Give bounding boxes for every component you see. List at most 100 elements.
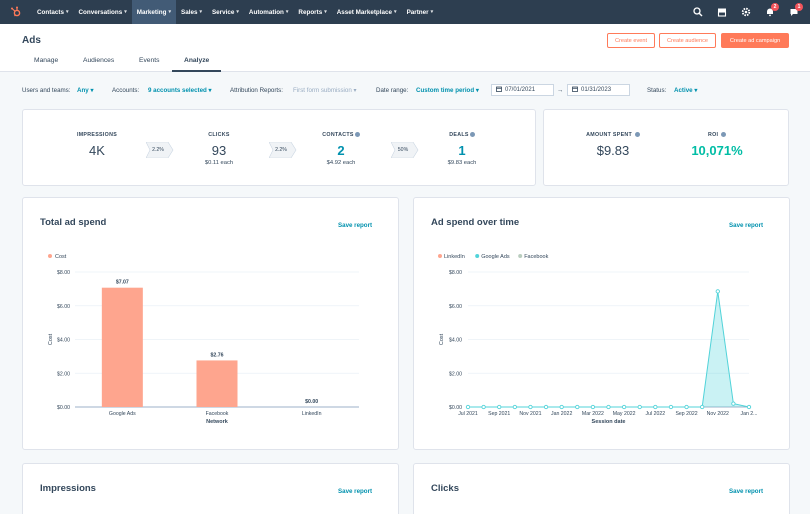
nav-automation[interactable]: Automation ▾ (244, 0, 294, 24)
x-tick-label: Sep 2021 (488, 411, 510, 417)
nav-conversations[interactable]: Conversations ▾ (73, 0, 131, 24)
arrow-right-icon: → (557, 87, 564, 94)
tab-analyze[interactable]: Analyze (184, 57, 210, 64)
nav-contacts[interactable]: Contacts ▾ (32, 0, 73, 24)
calendar-icon (496, 86, 502, 94)
save-report-link[interactable]: Save report (729, 488, 764, 495)
info-icon[interactable] (354, 132, 360, 138)
nav-asset-marketplace[interactable]: Asset Marketplace ▾ (332, 0, 402, 24)
y-tick-label: $8.00 (57, 270, 70, 276)
tab-manage[interactable]: Manage (34, 57, 59, 64)
impressions-label: IMPRESSIONS (76, 132, 118, 138)
amount-spent-label: AMOUNT SPENT (572, 132, 654, 138)
y-axis-title: Cost (439, 333, 445, 345)
clicks-label: CLICKS (208, 132, 230, 138)
users-teams-dropdown[interactable]: Any ▾ (77, 87, 94, 94)
create-audience-button[interactable]: Create audience (659, 33, 716, 48)
y-axis-title: Cost (48, 333, 54, 345)
funnel-kpi-card: IMPRESSIONS 4K 2.2% CLICKS 93 $0.11 each… (22, 109, 536, 186)
page-title: Ads (22, 35, 41, 46)
filter-bar: Users and teams: Any ▾ Accounts: 9 accou… (0, 84, 810, 98)
save-report-link[interactable]: Save report (729, 222, 764, 229)
impressions-value: 4K (89, 143, 105, 158)
nav-sales[interactable]: Sales ▾ (176, 0, 207, 24)
start-date-input[interactable]: 07/01/2021 (491, 84, 554, 96)
tab-audiences[interactable]: Audiences (83, 57, 115, 64)
nav-partner[interactable]: Partner ▾ (402, 0, 439, 24)
info-icon[interactable] (469, 132, 475, 138)
hubspot-logo-icon[interactable] (0, 0, 32, 24)
conversion-rate-chevron: 2.2% (145, 141, 174, 159)
create-ad-campaign-button[interactable]: Create ad campaign (721, 33, 789, 48)
x-axis-title: Session date (592, 419, 626, 425)
chevron-down-icon: ▾ (124, 9, 127, 15)
users-teams-value: Any (77, 87, 89, 94)
top-navigation: Contacts ▾ Conversations ▾ Marketing ▾ Sale… (0, 0, 810, 24)
x-tick-label: Mar 2022 (582, 411, 604, 417)
legend-label: LinkedIn (444, 254, 465, 260)
total-ad-spend-card: Total ad spend Save report Cost $0.00 $2.0… (22, 197, 399, 450)
accounts-value: 9 accounts selected (148, 87, 207, 94)
marketplace-icon[interactable] (715, 6, 728, 19)
date-range-dropdown[interactable]: Custom time period ▾ (416, 87, 479, 94)
chevron-down-icon: ▾ (236, 9, 239, 15)
accounts-dropdown[interactable]: 9 accounts selected ▾ (148, 87, 212, 94)
x-tick-label: Nov 2021 (519, 411, 541, 417)
attribution-dropdown[interactable]: First form submission ▾ (293, 87, 357, 94)
x-tick-label: Google Ads (109, 411, 136, 417)
y-tick-label: $8.00 (449, 270, 462, 276)
save-report-link[interactable]: Save report (338, 488, 373, 495)
data-point (684, 404, 689, 410)
settings-icon[interactable] (739, 6, 752, 19)
status-label: Status: (647, 87, 667, 94)
deals-label: DEALS (432, 132, 492, 138)
create-event-button[interactable]: Create event (607, 33, 655, 48)
end-date-input[interactable]: 01/31/2023 (567, 84, 630, 96)
nav-label: Automation (248, 8, 284, 16)
card-title: Clicks (431, 483, 459, 494)
help-badge: 1 (795, 2, 803, 11)
data-point (497, 404, 502, 410)
chevron-down-icon: ▾ (394, 9, 397, 15)
chevron-down-icon: ▾ (208, 87, 212, 94)
x-tick-label: Sep 2022 (675, 411, 697, 417)
roi-value: 10,071% (691, 143, 743, 158)
amount-spent-value: $9.83 (596, 143, 630, 158)
tab-events[interactable]: Events (139, 57, 160, 64)
legend-label: Facebook (524, 254, 548, 260)
nav-reports[interactable]: Reports ▾ (293, 0, 331, 24)
deals-value[interactable]: 1 (458, 143, 466, 158)
x-tick-label: Jul 2021 (458, 411, 478, 417)
contacts-label: CONTACTS (311, 132, 371, 138)
data-point (606, 404, 611, 410)
save-report-link[interactable]: Save report (338, 222, 373, 229)
deals-label-text: DEALS (449, 132, 469, 138)
info-icon[interactable] (721, 132, 727, 138)
bar (101, 287, 143, 407)
help-icon[interactable]: 1 (787, 2, 803, 19)
data-point (637, 404, 642, 410)
data-point (465, 404, 471, 410)
data-point (700, 404, 705, 410)
click-contact-rate: 2.2% (275, 147, 287, 153)
status-dropdown[interactable]: Active ▾ (674, 87, 697, 94)
page-header: Ads Create event Create audience Create … (0, 24, 810, 72)
y-tick-label: $4.00 (449, 338, 462, 344)
nav-label: Marketing (136, 8, 167, 16)
y-tick-label: $0.00 (449, 405, 462, 411)
roi-label: ROI (684, 132, 750, 138)
chevron-down-icon: ▾ (285, 9, 289, 15)
y-tick-label: $6.00 (449, 304, 462, 310)
contacts-value[interactable]: 2 (337, 143, 345, 158)
data-label: $2.76 (211, 352, 224, 358)
chevron-down-icon: ▾ (65, 9, 69, 15)
legend-swatch (48, 254, 52, 258)
attribution-label: Attribution Reports: (230, 87, 283, 94)
conversion-rate-chevron: 50% (390, 141, 419, 159)
search-icon[interactable] (691, 6, 704, 19)
notifications-icon[interactable]: 2 (763, 2, 779, 19)
nav-marketing[interactable]: Marketing ▾ (131, 0, 176, 24)
nav-service[interactable]: Service ▾ (207, 0, 244, 24)
attribution-value: First form submission (293, 87, 352, 94)
info-icon[interactable] (634, 132, 640, 138)
